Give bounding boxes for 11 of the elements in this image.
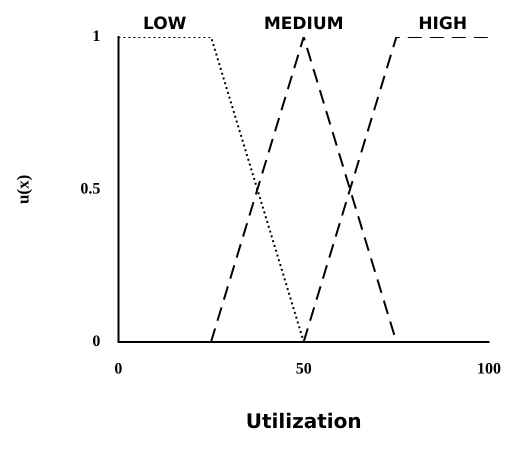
y-axis-title: u(x) [14, 174, 33, 204]
x-tick-label: 100 [477, 360, 501, 378]
series-label: HIGH [418, 14, 468, 34]
y-tick-label: 0 [92, 332, 100, 350]
x-tick-label: 0 [114, 360, 122, 378]
series-label: MEDIUM [264, 14, 344, 34]
series-label: LOW [143, 14, 187, 34]
x-axis-title: Utilization [246, 409, 362, 434]
y-tick-label: 1 [92, 28, 100, 46]
y-tick-label: 0.5 [80, 180, 100, 198]
x-tick-label: 50 [296, 360, 312, 378]
